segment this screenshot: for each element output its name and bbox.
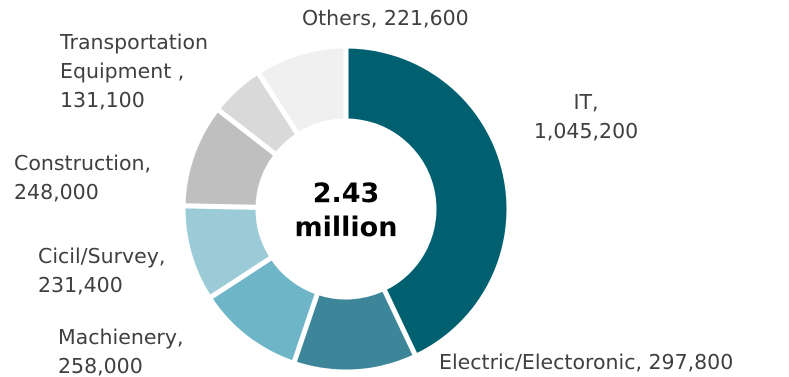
- label-transportation-equipment: Transportation Equipment , 131,100: [59, 30, 208, 112]
- label-line: 231,400: [38, 273, 123, 297]
- label-line: Transportation: [59, 30, 208, 54]
- label-electric-electoronic: Electric/Electoronic, 297,800: [439, 350, 733, 374]
- label-line: 131,100: [60, 88, 145, 112]
- label-line: Construction,: [14, 151, 151, 175]
- slice-labels: IT, 1,045,200 Electric/Electoronic, 297,80…: [14, 6, 733, 377]
- label-line: 258,000: [58, 354, 143, 377]
- label-line: 248,000: [14, 180, 99, 204]
- center-total-value: 2.43: [313, 178, 380, 209]
- label-others: Others, 221,600: [302, 6, 469, 30]
- label-line: Electric/Electoronic, 297,800: [439, 350, 733, 374]
- label-cicil-survey: Cicil/Survey, 231,400: [38, 244, 165, 297]
- label-line: IT,: [573, 90, 598, 114]
- donut-slices: [180, 43, 512, 375]
- center-total-unit: million: [295, 212, 398, 243]
- label-line: Machienery,: [58, 325, 184, 349]
- label-construction: Construction, 248,000: [14, 151, 151, 204]
- label-machienery: Machienery, 258,000: [58, 325, 184, 377]
- slice-others: [254, 43, 349, 139]
- label-it: IT, 1,045,200: [534, 90, 638, 143]
- label-line: Equipment ,: [60, 59, 184, 83]
- label-line: 1,045,200: [534, 119, 638, 143]
- label-line: Cicil/Survey,: [38, 244, 165, 268]
- slice-it: [343, 43, 512, 360]
- label-line: Others, 221,600: [302, 6, 469, 30]
